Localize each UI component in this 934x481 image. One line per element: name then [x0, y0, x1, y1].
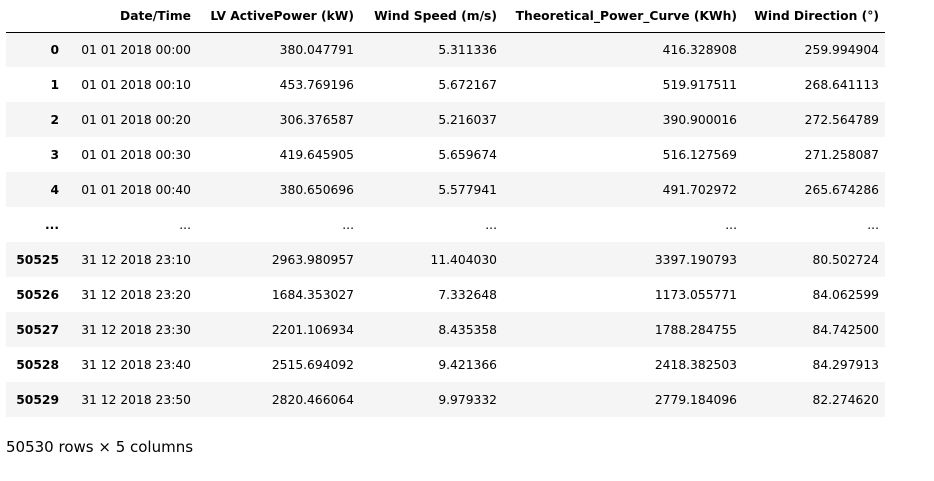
dataframe-shape-text: 50530 rows × 5 columns — [6, 438, 193, 456]
cell-theoretical-power: 416.328908 — [503, 32, 743, 67]
table-row: 3 01 01 2018 00:30 419.645905 5.659674 5… — [6, 137, 885, 172]
table-row: 0 01 01 2018 00:00 380.047791 5.311336 4… — [6, 32, 885, 67]
row-index: ... — [6, 207, 65, 242]
index-header — [6, 0, 65, 32]
cell-theoretical-power: 2779.184096 — [503, 382, 743, 417]
cell-wind-speed: 5.577941 — [360, 172, 503, 207]
cell-active-power: 2201.106934 — [197, 312, 360, 347]
cell-theoretical-power: 3397.190793 — [503, 242, 743, 277]
table-row: 50525 31 12 2018 23:10 2963.980957 11.40… — [6, 242, 885, 277]
table-row: 2 01 01 2018 00:20 306.376587 5.216037 3… — [6, 102, 885, 137]
cell-wind-direction: 272.564789 — [743, 102, 885, 137]
cell-wind-direction: 259.994904 — [743, 32, 885, 67]
row-index: 0 — [6, 32, 65, 67]
cell-theoretical-power: ... — [503, 207, 743, 242]
cell-wind-direction: 268.641113 — [743, 67, 885, 102]
table-row: 50527 31 12 2018 23:30 2201.106934 8.435… — [6, 312, 885, 347]
dataframe-table: Date/Time LV ActivePower (kW) Wind Speed… — [6, 0, 885, 417]
cell-wind-speed: 9.979332 — [360, 382, 503, 417]
table-row: 1 01 01 2018 00:10 453.769196 5.672167 5… — [6, 67, 885, 102]
cell-active-power: 2515.694092 — [197, 347, 360, 382]
cell-datetime: 01 01 2018 00:30 — [65, 137, 197, 172]
cell-theoretical-power: 516.127569 — [503, 137, 743, 172]
cell-active-power: 380.047791 — [197, 32, 360, 67]
cell-datetime: 31 12 2018 23:50 — [65, 382, 197, 417]
column-header-wind-speed: Wind Speed (m/s) — [360, 0, 503, 32]
cell-wind-direction: 271.258087 — [743, 137, 885, 172]
cell-wind-speed: 5.311336 — [360, 32, 503, 67]
row-index: 2 — [6, 102, 65, 137]
column-header-datetime: Date/Time — [65, 0, 197, 32]
table-header-row: Date/Time LV ActivePower (kW) Wind Speed… — [6, 0, 885, 32]
table-row-ellipsis: ... ... ... ... ... ... — [6, 207, 885, 242]
row-index: 4 — [6, 172, 65, 207]
cell-wind-speed: ... — [360, 207, 503, 242]
cell-active-power: 2820.466064 — [197, 382, 360, 417]
cell-theoretical-power: 519.917511 — [503, 67, 743, 102]
cell-wind-direction: 84.297913 — [743, 347, 885, 382]
cell-datetime: 01 01 2018 00:00 — [65, 32, 197, 67]
cell-wind-direction: 84.742500 — [743, 312, 885, 347]
cell-active-power: 380.650696 — [197, 172, 360, 207]
cell-wind-direction: 82.274620 — [743, 382, 885, 417]
row-index: 50527 — [6, 312, 65, 347]
cell-datetime: 31 12 2018 23:10 — [65, 242, 197, 277]
cell-wind-direction: 265.674286 — [743, 172, 885, 207]
cell-wind-speed: 5.672167 — [360, 67, 503, 102]
row-index: 50529 — [6, 382, 65, 417]
column-header-wind-direction: Wind Direction (°) — [743, 0, 885, 32]
cell-wind-direction: 80.502724 — [743, 242, 885, 277]
cell-datetime: ... — [65, 207, 197, 242]
cell-wind-direction: ... — [743, 207, 885, 242]
cell-active-power: 306.376587 — [197, 102, 360, 137]
cell-active-power: 419.645905 — [197, 137, 360, 172]
cell-datetime: 01 01 2018 00:40 — [65, 172, 197, 207]
row-index: 50528 — [6, 347, 65, 382]
cell-theoretical-power: 2418.382503 — [503, 347, 743, 382]
cell-wind-speed: 11.404030 — [360, 242, 503, 277]
column-header-active-power: LV ActivePower (kW) — [197, 0, 360, 32]
cell-active-power: ... — [197, 207, 360, 242]
cell-datetime: 31 12 2018 23:30 — [65, 312, 197, 347]
cell-active-power: 1684.353027 — [197, 277, 360, 312]
table-row: 50526 31 12 2018 23:20 1684.353027 7.332… — [6, 277, 885, 312]
row-index: 50525 — [6, 242, 65, 277]
cell-wind-speed: 5.216037 — [360, 102, 503, 137]
cell-datetime: 31 12 2018 23:40 — [65, 347, 197, 382]
cell-wind-speed: 8.435358 — [360, 312, 503, 347]
column-header-theoretical-power: Theoretical_Power_Curve (KWh) — [503, 0, 743, 32]
cell-wind-speed: 5.659674 — [360, 137, 503, 172]
cell-wind-speed: 7.332648 — [360, 277, 503, 312]
table-row: 50529 31 12 2018 23:50 2820.466064 9.979… — [6, 382, 885, 417]
row-index: 3 — [6, 137, 65, 172]
table-row: 50528 31 12 2018 23:40 2515.694092 9.421… — [6, 347, 885, 382]
cell-theoretical-power: 390.900016 — [503, 102, 743, 137]
cell-datetime: 01 01 2018 00:10 — [65, 67, 197, 102]
cell-active-power: 453.769196 — [197, 67, 360, 102]
cell-theoretical-power: 1173.055771 — [503, 277, 743, 312]
cell-wind-speed: 9.421366 — [360, 347, 503, 382]
cell-wind-direction: 84.062599 — [743, 277, 885, 312]
cell-theoretical-power: 1788.284755 — [503, 312, 743, 347]
row-index: 1 — [6, 67, 65, 102]
cell-datetime: 31 12 2018 23:20 — [65, 277, 197, 312]
cell-datetime: 01 01 2018 00:20 — [65, 102, 197, 137]
row-index: 50526 — [6, 277, 65, 312]
table-row: 4 01 01 2018 00:40 380.650696 5.577941 4… — [6, 172, 885, 207]
cell-active-power: 2963.980957 — [197, 242, 360, 277]
cell-theoretical-power: 491.702972 — [503, 172, 743, 207]
